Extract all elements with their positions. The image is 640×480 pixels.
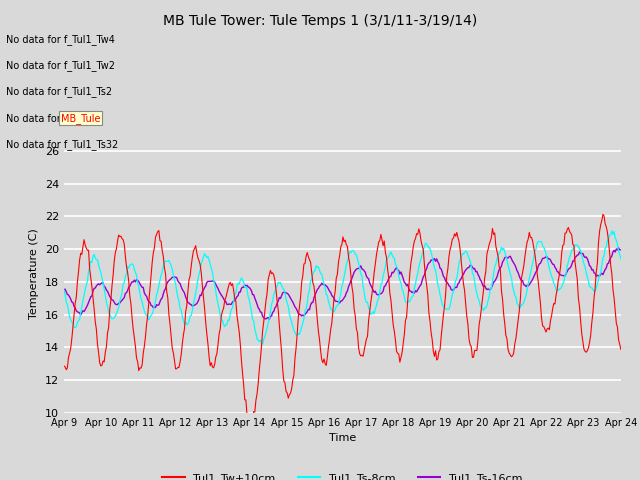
Text: MB Tule Tower: Tule Temps 1 (3/1/11-3/19/14): MB Tule Tower: Tule Temps 1 (3/1/11-3/19… [163, 14, 477, 28]
Text: No data for f_Tul1_Ts2: No data for f_Tul1_Ts2 [6, 86, 113, 97]
Text: MB_Tule: MB_Tule [61, 113, 100, 124]
Text: No data for f_Tul1_Tw2: No data for f_Tul1_Tw2 [6, 60, 115, 71]
Y-axis label: Temperature (C): Temperature (C) [29, 228, 39, 319]
Text: No data for f_Tul1_Tw4: No data for f_Tul1_Tw4 [6, 34, 115, 45]
Text: No data for f_: No data for f_ [6, 113, 72, 124]
X-axis label: Time: Time [329, 433, 356, 443]
Legend: Tul1_Tw+10cm, Tul1_Ts-8cm, Tul1_Ts-16cm: Tul1_Tw+10cm, Tul1_Ts-8cm, Tul1_Ts-16cm [158, 468, 527, 480]
Text: No data for f_Tul1_Ts32: No data for f_Tul1_Ts32 [6, 139, 118, 150]
